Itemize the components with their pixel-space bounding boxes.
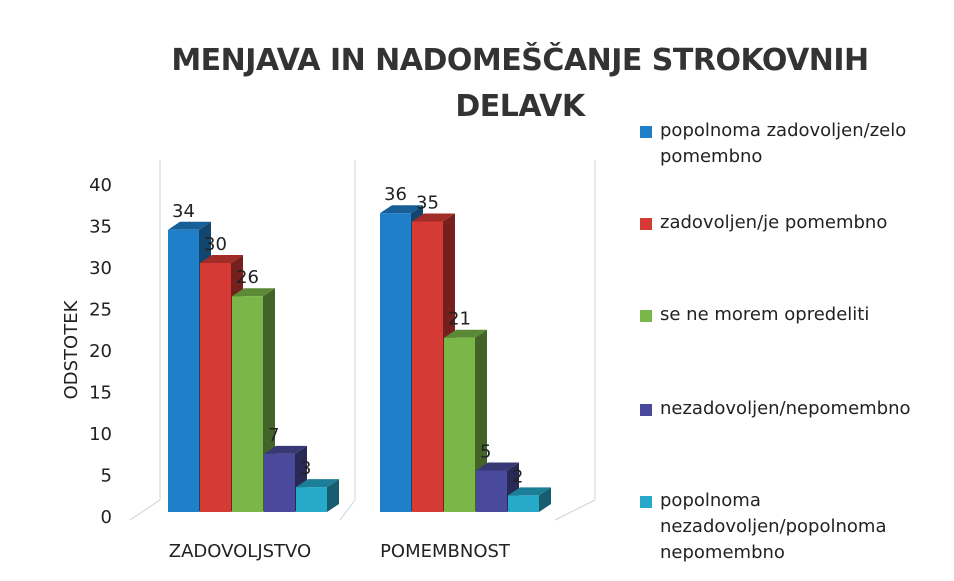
legend-label: popolnoma zadovoljen/zelo pomembno — [660, 120, 907, 167]
floor-line — [339, 499, 356, 521]
bar-top — [168, 221, 211, 230]
data-label: 35 — [416, 193, 439, 214]
y-tick-label: 30 — [89, 258, 112, 279]
data-label: 2 — [512, 466, 523, 487]
floor-line — [129, 499, 161, 521]
legend-swatch — [640, 310, 652, 322]
bar — [476, 470, 507, 512]
legend-swatch — [640, 404, 652, 416]
data-label: 21 — [448, 309, 471, 330]
y-tick-label: 0 — [101, 507, 112, 528]
plot-frame — [129, 160, 596, 521]
data-label: 7 — [268, 425, 279, 446]
bar — [380, 213, 411, 512]
bar-top — [232, 288, 275, 297]
bar — [296, 487, 327, 512]
y-tick-label: 10 — [89, 424, 112, 445]
bar — [508, 495, 539, 512]
bar-top — [412, 213, 455, 222]
x-tick-label: ZADOVOLJSTVO — [169, 541, 311, 562]
legend-label: popolnoma nezadovoljen/popolnoma nepomem… — [660, 490, 887, 563]
bar-top — [444, 329, 487, 338]
bar-side — [327, 479, 339, 512]
floor-line — [554, 499, 596, 521]
bar — [412, 221, 443, 512]
legend-label: nezadovoljen/nepomembno — [660, 398, 911, 419]
data-label: 5 — [480, 442, 491, 463]
data-label: 30 — [204, 234, 227, 255]
legend-item: popolnoma nezadovoljen/popolnoma nepomem… — [640, 488, 940, 566]
x-tick-label: POMEMBNOST — [380, 541, 511, 562]
bar — [232, 296, 263, 512]
legend-swatch — [640, 126, 652, 138]
y-tick-label: 15 — [89, 383, 112, 404]
y-tick-label: 35 — [89, 217, 112, 238]
bar-top — [380, 205, 423, 214]
legend-swatch — [640, 218, 652, 230]
legend-label: zadovoljen/je pomembno — [660, 212, 888, 233]
legend-item: nezadovoljen/nepomembno — [640, 396, 940, 422]
bar-top — [200, 255, 243, 263]
legend-label: se ne morem opredeliti — [660, 304, 870, 325]
chart-title: MENJAVA IN NADOMEŠČANJE STROKOVNIH DELAV… — [171, 43, 869, 124]
data-label: 3 — [300, 458, 311, 479]
y-axis-label: ODSTOTEK — [61, 299, 82, 399]
bar-top — [508, 487, 551, 496]
y-tick-label: 40 — [89, 175, 112, 196]
bar — [444, 337, 475, 512]
legend-item: se ne morem opredeliti — [640, 302, 940, 328]
bar-top — [476, 462, 519, 471]
bar — [200, 263, 231, 512]
bar-side — [539, 487, 551, 512]
legend-swatch — [640, 496, 652, 508]
y-tick-label: 5 — [101, 466, 112, 487]
data-label: 26 — [236, 267, 259, 288]
legend-item: popolnoma zadovoljen/zelo pomembno — [640, 118, 940, 170]
bar — [264, 453, 295, 512]
bar — [168, 229, 199, 513]
y-tick-label: 20 — [89, 341, 112, 362]
legend-item: zadovoljen/je pomembno — [640, 210, 940, 236]
data-label: 34 — [172, 201, 195, 222]
bar-top — [264, 445, 307, 454]
data-label: 36 — [384, 184, 407, 205]
bar-top — [296, 479, 339, 488]
y-tick-label: 25 — [89, 300, 112, 321]
